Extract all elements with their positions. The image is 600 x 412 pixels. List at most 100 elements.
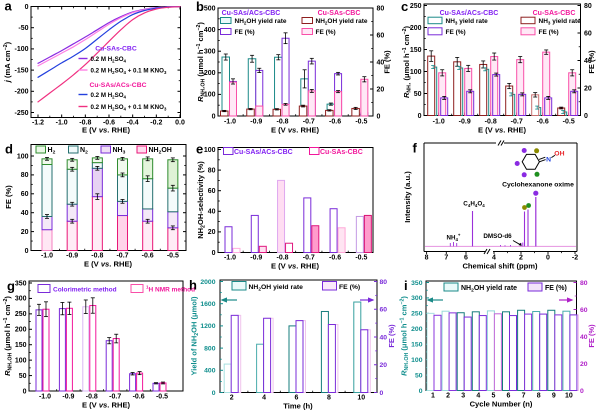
svg-text:-1.0: -1.0 — [41, 253, 53, 260]
svg-text:a: a — [5, 0, 13, 14]
svg-text:d: d — [5, 142, 13, 157]
svg-text:0: 0 — [212, 250, 216, 257]
svg-text:10: 10 — [357, 395, 365, 402]
svg-text:E (V vs. RHE): E (V vs. RHE) — [271, 262, 320, 271]
svg-text:FE (%): FE (%) — [316, 29, 336, 36]
svg-text:h: h — [189, 278, 197, 293]
svg-text:40: 40 — [377, 59, 385, 66]
svg-text:0: 0 — [25, 4, 29, 11]
svg-text:Cu-SAs/ACs-CBC: Cu-SAs/ACs-CBC — [89, 82, 146, 89]
svg-text:0.2 M H2​SO4​: 0.2 M H2​SO4​ — [91, 56, 127, 64]
svg-text:NH4​+​: NH4​+​ — [447, 233, 461, 242]
svg-text:0: 0 — [380, 390, 384, 397]
svg-text:0.0: 0.0 — [175, 120, 185, 127]
svg-text:200: 200 — [411, 326, 423, 333]
svg-text:9: 9 — [552, 393, 556, 400]
svg-text:60: 60 — [580, 307, 588, 314]
svg-text:250: 250 — [411, 311, 423, 318]
svg-text:-250: -250 — [14, 110, 28, 117]
svg-text:RNH₃​ (μmol h−1​ cm−2​): RNH₃​ (μmol h−1​ cm−2​) — [402, 25, 413, 98]
svg-text:-0.8: -0.8 — [277, 119, 289, 126]
svg-text:-150: -150 — [14, 67, 28, 74]
svg-text:8: 8 — [425, 255, 429, 262]
svg-text:FE (%): FE (%) — [539, 29, 559, 36]
svg-text:100: 100 — [204, 147, 216, 154]
svg-text:-0.9: -0.9 — [250, 255, 262, 262]
svg-text:200: 200 — [15, 327, 27, 334]
svg-text:-1.0: -1.0 — [39, 394, 51, 401]
svg-text:40: 40 — [580, 334, 588, 341]
svg-text:FE (%): FE (%) — [587, 324, 596, 348]
svg-text:FE (%): FE (%) — [545, 285, 567, 292]
svg-text:8: 8 — [327, 395, 331, 402]
svg-text:-0.9: -0.9 — [62, 394, 74, 401]
svg-text:300: 300 — [411, 295, 423, 302]
svg-text:-0.4: -0.4 — [127, 120, 139, 127]
svg-text:NH2​OH yield rate: NH2​OH yield rate — [461, 285, 517, 294]
svg-text:20: 20 — [21, 229, 29, 236]
svg-text:e: e — [196, 142, 203, 157]
svg-text:-100: -100 — [14, 46, 28, 53]
svg-text:0: 0 — [212, 113, 216, 120]
svg-text:OH: OH — [554, 150, 564, 157]
svg-text:Cycle Number (n): Cycle Number (n) — [470, 400, 533, 409]
svg-text:-1.0: -1.0 — [224, 255, 236, 262]
svg-text:Cu-SAs-CBC: Cu-SAs-CBC — [533, 10, 576, 17]
svg-text:-0.7: -0.7 — [303, 119, 315, 126]
svg-text:20: 20 — [208, 229, 216, 236]
svg-text:FE (%): FE (%) — [383, 50, 392, 74]
svg-text:Time (h): Time (h) — [283, 402, 313, 411]
svg-text:4: 4 — [492, 255, 496, 262]
svg-text:FE (%): FE (%) — [235, 29, 255, 36]
svg-text:Cu-SAs-CBC: Cu-SAs-CBC — [95, 46, 137, 53]
svg-text:RNH₂OH​ (μmol h−1​ cm−2​): RNH₂OH​ (μmol h−1​ cm−2​) — [3, 296, 14, 376]
svg-text:80: 80 — [21, 172, 29, 179]
svg-text:Yield of NH2​OH (μmol): Yield of NH2​OH (μmol) — [190, 296, 201, 375]
svg-text:100: 100 — [411, 357, 423, 364]
svg-text:c: c — [401, 0, 408, 14]
svg-text:0.2 M H2​SO4​ + 0.1 M KNO3​: 0.2 M H2​SO4​ + 0.1 M KNO3​ — [91, 104, 167, 112]
svg-text:80: 80 — [380, 279, 388, 286]
svg-text:-0.8: -0.8 — [485, 119, 497, 126]
svg-text:1​H NMR method: 1​H NMR method — [146, 285, 195, 294]
svg-text:-0.7: -0.7 — [109, 394, 121, 401]
svg-text:-0.8: -0.8 — [79, 120, 91, 127]
svg-text:-1.0: -1.0 — [433, 119, 445, 126]
svg-text:6: 6 — [295, 395, 299, 402]
svg-text:5: 5 — [491, 393, 495, 400]
svg-text:80: 80 — [208, 167, 216, 174]
svg-text:1: 1 — [431, 393, 435, 400]
svg-text:-0.2: -0.2 — [150, 120, 162, 127]
svg-text:100: 100 — [204, 92, 216, 99]
svg-text:-0.8: -0.8 — [277, 255, 289, 262]
svg-text:1200: 1200 — [200, 323, 215, 330]
svg-text:200: 200 — [410, 25, 422, 32]
svg-text:H2​: H2​ — [48, 147, 56, 156]
svg-text:FE (%): FE (%) — [387, 324, 396, 348]
svg-text:3: 3 — [461, 393, 465, 400]
svg-text:4: 4 — [476, 393, 480, 400]
svg-text:NH2​OH yield rate: NH2​OH yield rate — [235, 18, 287, 26]
svg-text:-0.8: -0.8 — [86, 394, 98, 401]
svg-text:0: 0 — [377, 113, 381, 120]
svg-text:RNH₂OH​ (μmol h−1​ cm−2​): RNH₂OH​ (μmol h−1​ cm−2​) — [196, 22, 207, 102]
svg-text:Intensity (a.u.): Intensity (a.u.) — [403, 171, 412, 223]
svg-text:400: 400 — [204, 368, 216, 375]
svg-text:60: 60 — [377, 32, 385, 39]
svg-text:-0.6: -0.6 — [103, 120, 115, 127]
svg-text:NH3​ yield rate: NH3​ yield rate — [539, 18, 582, 26]
svg-text:-0.6: -0.6 — [133, 394, 145, 401]
svg-text:80: 80 — [377, 5, 385, 12]
svg-text:60: 60 — [380, 307, 388, 314]
svg-text:Cyclohexanone oxime: Cyclohexanone oxime — [502, 182, 574, 189]
svg-text:NH2​OH-selectivity (%): NH2​OH-selectivity (%) — [196, 161, 207, 239]
svg-text:E (V vs. RHE): E (V vs. RHE) — [82, 401, 131, 410]
svg-text:E (V vs. RHE): E (V vs. RHE) — [84, 260, 133, 269]
svg-text:80: 80 — [580, 280, 588, 287]
svg-text:FE (%): FE (%) — [587, 50, 596, 74]
svg-text:-0.6: -0.6 — [329, 255, 341, 262]
svg-text:2000: 2000 — [200, 279, 215, 286]
svg-text:50: 50 — [415, 372, 423, 379]
svg-text:0.2 M H2​SO4​ + 0.1 M KNO3​: 0.2 M H2​SO4​ + 0.1 M KNO3​ — [91, 68, 167, 76]
svg-text:20: 20 — [380, 362, 388, 369]
